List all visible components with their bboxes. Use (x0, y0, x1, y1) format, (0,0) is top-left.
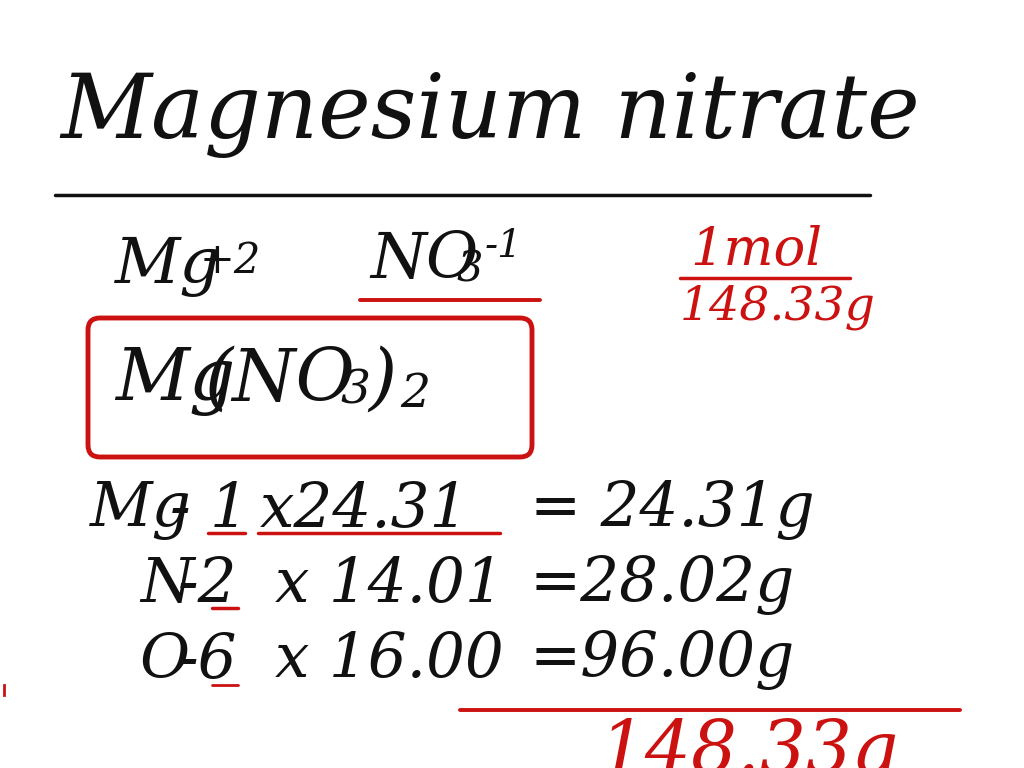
Text: =28.02g: =28.02g (530, 555, 796, 615)
Text: 2: 2 (400, 372, 430, 417)
Text: =96.00g: =96.00g (530, 630, 796, 690)
Text: Magnesium nitrate: Magnesium nitrate (60, 71, 920, 158)
Text: -2: -2 (178, 555, 238, 615)
Text: N: N (140, 555, 194, 615)
Text: 148.33g: 148.33g (600, 718, 899, 768)
Text: -1: -1 (485, 228, 523, 265)
Text: x24.31: x24.31 (260, 480, 469, 540)
Text: x 16.00: x 16.00 (275, 630, 504, 690)
Text: 148.33g: 148.33g (680, 285, 876, 330)
Text: Mg: Mg (115, 345, 236, 415)
Text: x 14.01: x 14.01 (275, 555, 504, 615)
Text: O: O (140, 630, 190, 690)
Text: Mg: Mg (115, 235, 221, 296)
Text: NO: NO (370, 230, 478, 292)
Text: 3: 3 (456, 248, 482, 290)
Text: ): ) (368, 345, 396, 415)
Text: Mg: Mg (90, 480, 191, 540)
Text: = 24.31g: = 24.31g (530, 480, 815, 540)
Text: 3: 3 (340, 368, 370, 413)
Text: (NO: (NO (205, 345, 355, 415)
Text: -6: -6 (178, 630, 238, 690)
Text: +2: +2 (200, 240, 261, 282)
Text: - 1: - 1 (170, 480, 249, 540)
Text: 1mol: 1mol (690, 225, 822, 276)
